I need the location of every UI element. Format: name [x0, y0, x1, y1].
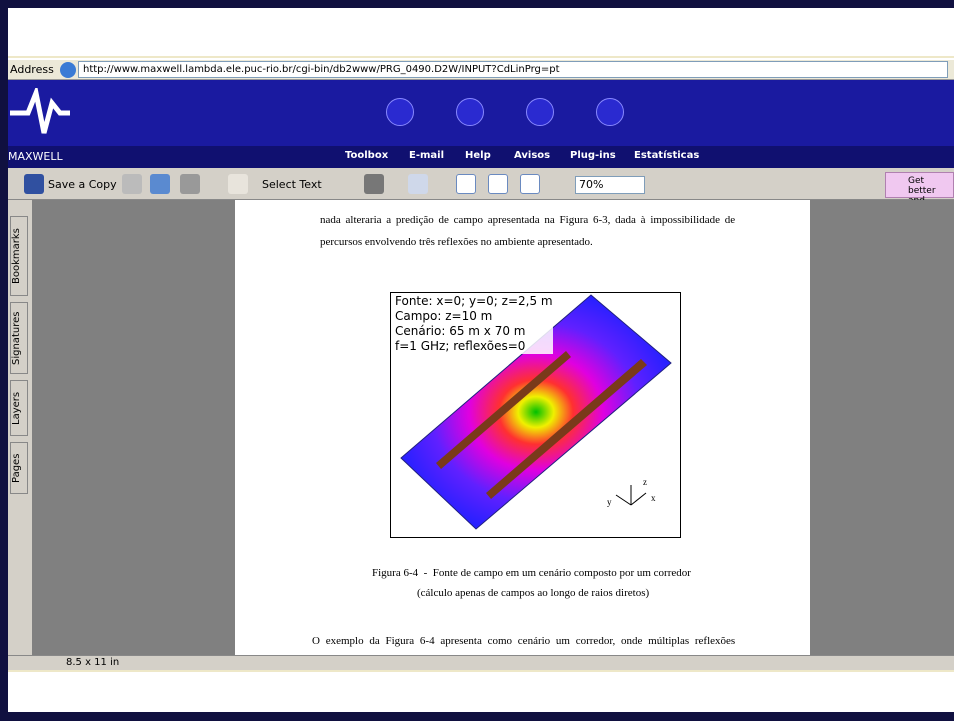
print-icon[interactable]	[122, 174, 142, 194]
page-icon[interactable]	[488, 174, 508, 194]
legend-line: Campo: z=10 m	[395, 309, 493, 323]
address-bar: Address http://www.maxwell.lambda.ele.pu…	[8, 60, 954, 80]
mail-icon[interactable]	[150, 174, 170, 194]
search-icon[interactable]	[180, 174, 200, 194]
axis-label: y	[607, 497, 612, 507]
select-text[interactable]: Select Text	[262, 178, 322, 191]
promo-line: Get better	[908, 176, 936, 196]
side-tab[interactable]: Signatures	[10, 302, 28, 374]
left-band	[0, 0, 8, 721]
legend-line: Cenário: 65 m x 70 m	[395, 324, 526, 338]
zoom-in[interactable]	[408, 174, 428, 194]
url-field[interactable]: http://www.maxwell.lambda.ele.puc-rio.br…	[78, 61, 948, 78]
nav-link[interactable]: Plug-ins	[570, 150, 616, 161]
frame-area	[8, 8, 954, 58]
nav-link[interactable]: Help	[465, 150, 491, 161]
bottom-frame	[8, 670, 954, 712]
icon[interactable]	[526, 98, 554, 126]
page-icon[interactable]	[456, 174, 476, 194]
legend-line: f=1 GHz; reflexões=0	[395, 339, 526, 353]
site-header	[8, 80, 954, 146]
icon[interactable]	[596, 98, 624, 126]
legend: Fonte: x=0; y=0; z=2,5 m Campo: z=10 m C…	[395, 294, 553, 354]
nav-link[interactable]: Avisos	[514, 150, 551, 161]
icon[interactable]	[386, 98, 414, 126]
ie-icon	[60, 62, 76, 78]
side-tab[interactable]: Layers	[10, 380, 28, 436]
figure: z y x Fonte: x=0; y=0; z=2,5 m Campo: z=…	[390, 292, 681, 538]
hand-tool[interactable]	[228, 174, 248, 194]
snapshot[interactable]	[364, 174, 384, 194]
page-icon[interactable]	[520, 174, 540, 194]
axis-label: x	[651, 493, 656, 503]
caption: Figura 6-4 - Fonte de campo em um cenári…	[372, 567, 691, 579]
icon[interactable]	[456, 98, 484, 126]
site-nav	[8, 146, 954, 168]
axis-label: z	[643, 477, 647, 487]
nav-link[interactable]: Toolbox	[345, 150, 389, 161]
save-icon[interactable]	[24, 174, 44, 194]
logo	[10, 88, 70, 134]
nav-link[interactable]: Estatísticas	[634, 150, 700, 161]
caption: (cálculo apenas de campos ao longo de ra…	[417, 587, 650, 599]
bottom-band	[0, 712, 954, 721]
paragraph-line: percursos envolvendo três reflexões no a…	[320, 236, 593, 248]
promo[interactable]: Get better and faster	[885, 172, 954, 216]
page-size: 8.5 x 11 in	[66, 657, 120, 668]
legend-line: Fonte: x=0; y=0; z=2,5 m	[395, 294, 553, 308]
side-tab[interactable]: Bookmarks	[10, 216, 28, 296]
side-tab[interactable]: Pages	[10, 442, 28, 494]
field-plot	[400, 294, 672, 530]
address-label: Address	[10, 63, 54, 76]
paragraph-line: nada alteraria a predição de campo apres…	[320, 214, 736, 226]
nav-link[interactable]: E-mail	[409, 150, 445, 161]
top-band	[0, 0, 954, 8]
save-button[interactable]: Save a Copy	[48, 178, 117, 191]
zoom-field[interactable]: 70%	[575, 176, 645, 194]
paragraph-line: O exemplo da Figura 6-4 apresenta como c…	[312, 635, 736, 647]
status-bar	[8, 655, 954, 670]
brand: MAXWELL	[8, 150, 63, 163]
